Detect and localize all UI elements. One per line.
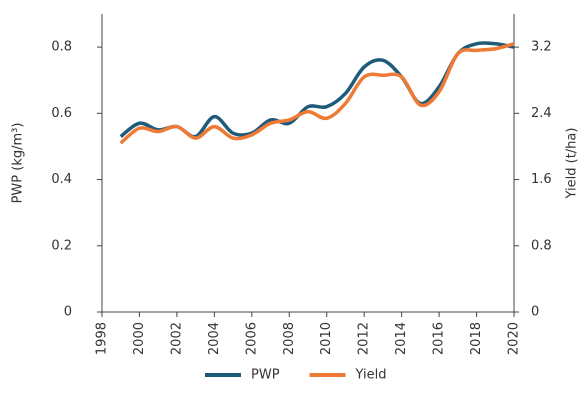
x-tick-label: 2014: [394, 322, 409, 355]
y-tick-label: 0.6: [51, 106, 72, 121]
y-tick-label: 0.2: [51, 238, 72, 253]
y2-tick-label: 3.2: [531, 40, 552, 55]
x-tick-label: 2004: [207, 322, 222, 355]
y2-tick-label: 1.6: [531, 172, 552, 187]
x-tick-label: 2002: [169, 322, 184, 355]
y-tick-label: 0.4: [51, 172, 72, 187]
y2-axis-title: Yield (t/ha): [565, 128, 580, 200]
x-tick-label: 1998: [95, 322, 110, 355]
y-tick-label: 0.8: [51, 40, 72, 55]
legend-label: PWP: [251, 368, 280, 383]
x-tick-label: 2012: [357, 322, 372, 355]
y2-tick-label: 0: [531, 305, 539, 320]
x-tick-label: 2000: [132, 322, 147, 355]
series-line: [119, 42, 515, 145]
x-tick-label: 2020: [507, 322, 522, 355]
x-tick-label: 2016: [432, 322, 447, 355]
y-axis-title: PWP (kg/m³): [11, 123, 26, 204]
x-tick-label: 2008: [282, 322, 297, 355]
x-tick-label: 2006: [244, 322, 259, 355]
legend-label: Yield: [355, 368, 387, 383]
y2-tick-label: 0.8: [531, 238, 552, 253]
y-tick-label: 0: [64, 305, 72, 320]
x-tick-label: 2010: [319, 322, 334, 355]
y2-tick-label: 2.4: [531, 106, 552, 121]
x-tick-label: 2018: [469, 322, 484, 355]
